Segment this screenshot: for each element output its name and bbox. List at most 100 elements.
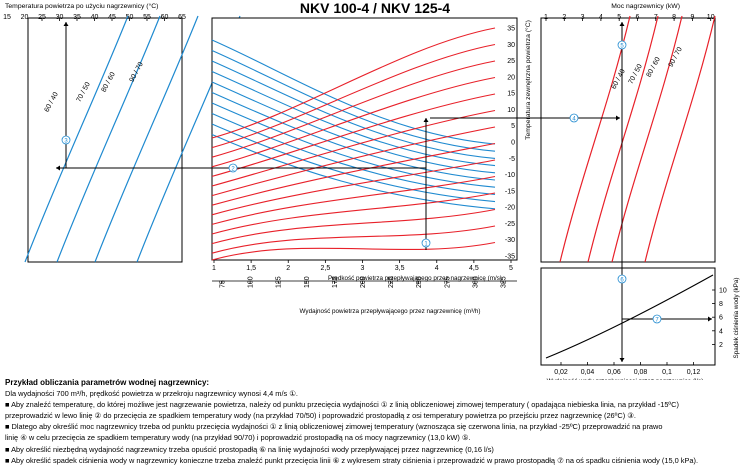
right-panel-frame <box>540 17 716 263</box>
cold-curve <box>211 91 496 181</box>
example-arrow-1 <box>423 118 429 122</box>
left-tick-label: 30 <box>56 14 64 21</box>
power-tick-label: 5 <box>617 14 621 21</box>
center-temp-label: 15 <box>507 91 515 98</box>
chart-title: NKV 100-4 / NKV 125-4 <box>299 0 451 16</box>
pressure-tick-label: 8 <box>719 301 723 308</box>
left-tick-label: 55 <box>143 14 151 21</box>
left-tick-label: 20 <box>21 14 29 21</box>
power-tick-label: 3 <box>581 14 585 21</box>
step-marker-label: 5 <box>620 43 624 49</box>
left-panel-frame <box>27 17 183 263</box>
notes-heading: Przykład obliczania parametrów wodnej na… <box>5 378 210 387</box>
center-temp-label: 35 <box>507 26 515 33</box>
step-marker-label: 7 <box>655 317 659 323</box>
power-axis-title: Moc nagrzewnicy (kW) <box>611 3 680 10</box>
example-arrow-7 <box>708 316 712 322</box>
center-temp-label: -30 <box>505 237 515 244</box>
step-marker <box>617 274 627 284</box>
center-right-axis-title: Temperatura zewnętrzna powietrza (°C) <box>524 20 532 140</box>
water-flow-tick-label: 0,1 <box>662 369 672 376</box>
power-tick-label: 10 <box>707 14 715 21</box>
notes-line: ■ Aby określić niezbędną wydajność nagrz… <box>5 444 494 454</box>
hot-curve <box>211 76 496 168</box>
hot-curve <box>211 225 496 254</box>
step-marker <box>652 314 662 324</box>
center-panel-frame <box>211 17 518 261</box>
center-temp-label: 20 <box>507 74 515 81</box>
left-axis-title: Temperatura powietrza po użyciu nagrzewn… <box>5 2 158 10</box>
water-flow-axis-label: Wydajność wody przepływającej przez nagr… <box>547 378 704 380</box>
water-flow-tick-label: 0,08 <box>634 369 648 376</box>
flow-tick-label: 275 <box>444 276 451 288</box>
left-tick-label: 15 <box>3 14 11 21</box>
cold-curve <box>211 112 496 195</box>
power-tick-label: 4 <box>599 14 603 21</box>
hot-curve <box>211 159 496 216</box>
velocity-tick-label: 5 <box>509 265 513 272</box>
power-tick-label: 7 <box>654 14 658 21</box>
left-tick-label: 60 <box>161 14 169 21</box>
step-marker <box>228 163 238 173</box>
hot-curve <box>211 208 496 245</box>
left-tick-label: 40 <box>91 14 99 21</box>
center-temp-label: 5 <box>511 123 515 130</box>
velocity-tick-label: 1,5 <box>246 265 256 272</box>
flow-tick-label: 300 <box>472 276 479 288</box>
power-series-curve <box>611 15 683 263</box>
power-series-curve <box>587 15 659 263</box>
center-temp-label: -15 <box>505 188 515 195</box>
left-tick-label: 65 <box>178 14 186 21</box>
step-marker-label: 3 <box>64 138 68 144</box>
hot-curve <box>211 126 496 197</box>
center-temp-label: -25 <box>505 221 515 228</box>
notes-line: przeprowadzić w lewo linię ② do przecięc… <box>5 411 636 421</box>
nomogram-chart: Temperatura powietrza po użyciu nagrzewn… <box>3 2 740 380</box>
example-arrow-2 <box>56 165 60 171</box>
center-temp-label: 10 <box>507 107 515 114</box>
power-tick-label: 9 <box>690 14 694 21</box>
cold-curve <box>211 39 496 145</box>
step-marker <box>421 238 431 248</box>
step-marker-label: 1 <box>424 241 428 247</box>
velocity-tick-label: 4,5 <box>469 265 479 272</box>
water-flow-tick-label: 0,04 <box>581 369 595 376</box>
center-temp-label: -20 <box>505 205 515 212</box>
pressure-tick-label: 6 <box>719 315 723 322</box>
power-tick-label: 2 <box>562 14 566 21</box>
step-marker-label: 2 <box>231 166 235 172</box>
cold-curve <box>211 60 496 159</box>
pressure-tick-label: 2 <box>719 342 723 349</box>
center-temp-label: -10 <box>505 172 515 179</box>
flow-tick-label: 75 <box>220 280 227 288</box>
center-temp-label: -35 <box>505 254 515 261</box>
velocity-tick-label: 4 <box>435 265 439 272</box>
step-marker-label: 6 <box>620 277 624 283</box>
notes-line: Dla wydajności 700 m³/h, prędkość powiet… <box>5 389 298 399</box>
pressure-axis-label: Spadek ciśnienia wody (kPa) <box>733 278 740 359</box>
pressure-panel-frame <box>540 267 716 366</box>
center-temp-label: -5 <box>509 156 515 163</box>
flow-tick-label: 250 <box>416 276 423 288</box>
pressure-tick-label: 10 <box>719 288 727 295</box>
center-temp-label: 30 <box>507 42 515 49</box>
notes-line: ■ Aby określić spadek ciśnienia wody w n… <box>5 455 699 465</box>
hot-curve <box>211 142 496 206</box>
flow-tick-label: 225 <box>388 276 395 288</box>
left-tick-label: 50 <box>126 14 134 21</box>
pressure-tick-label: 4 <box>719 328 723 335</box>
step-marker-label: 4 <box>572 116 576 122</box>
power-series-curve <box>644 15 716 263</box>
notes-line: ■ Dlatego aby określić moc nagrzewnicy t… <box>5 422 663 432</box>
flow-tick-label: 200 <box>360 276 367 288</box>
hot-curve <box>211 93 496 177</box>
hot-curve <box>211 241 496 261</box>
water-flow-tick-label: 0,06 <box>607 369 621 376</box>
hot-curve <box>211 43 496 149</box>
velocity-tick-label: 2 <box>286 265 290 272</box>
step-marker <box>569 113 579 123</box>
cold-curve <box>211 70 496 167</box>
velocity-tick-label: 3 <box>361 265 365 272</box>
left-series-curve <box>56 15 161 263</box>
example-arrow-5 <box>619 22 625 26</box>
